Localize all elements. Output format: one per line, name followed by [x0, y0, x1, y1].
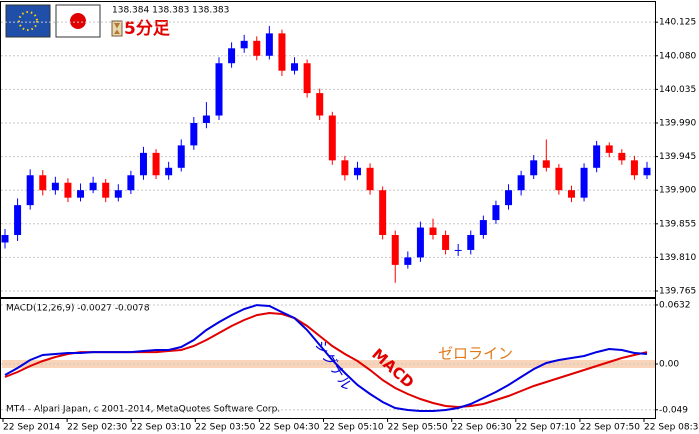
candle-body: [89, 182, 97, 191]
y-tick-label: 139.855: [659, 219, 696, 229]
candle-body: [77, 190, 85, 198]
x-tick-label: 22 Sep 07:50: [580, 423, 640, 433]
y-tick-label: 139.945: [659, 152, 696, 162]
candle-body: [114, 190, 122, 198]
x-tick-label: 22 Sep 05:10: [324, 423, 384, 433]
candle-body: [14, 205, 22, 236]
y-tick-label: 139.810: [659, 253, 696, 263]
x-tick-label: 22 Sep 08:30: [644, 423, 699, 433]
candle-body: [278, 33, 286, 71]
candle-body: [643, 167, 651, 176]
candle-body: [51, 182, 59, 191]
x-tick-label: 22 Sep 07:10: [516, 423, 576, 433]
candle-body: [479, 220, 487, 236]
candle-body: [165, 167, 173, 176]
candle-body: [618, 152, 626, 161]
candle-body: [630, 160, 638, 176]
macd-label: MACD(12,26,9) -0.0027 -0.0078: [6, 304, 150, 314]
candle-body: [542, 160, 550, 168]
candle-body: [202, 115, 210, 123]
candle-body: [177, 145, 185, 168]
y-tick-label: 139.765: [659, 287, 696, 297]
candle-body: [291, 63, 299, 71]
candle-body: [39, 175, 47, 191]
candle-body: [366, 167, 374, 191]
x-tick-label: 22 Sep 03:50: [195, 423, 255, 433]
price-panel-frame: [0, 1, 656, 298]
candle-body: [102, 182, 110, 198]
candle-body: [127, 175, 135, 191]
candle-body: [228, 48, 236, 64]
candle-body: [492, 205, 500, 221]
x-tick-label: 22 Sep 06:30: [452, 423, 512, 433]
y-tick-label: 140.080: [659, 51, 696, 61]
series-line: [4, 304, 648, 412]
x-tick-label: 22 Sep 03:10: [131, 423, 191, 433]
candle-body: [404, 257, 412, 265]
candle-body: [454, 249, 462, 251]
candle-body: [605, 145, 613, 153]
zero-line-band: [2, 360, 655, 368]
candle-body: [64, 182, 72, 198]
candle-body: [139, 152, 147, 176]
copyright: MT4 - Alpari Japan, c 2001-2014, MetaQuo…: [6, 405, 280, 415]
candle-body: [416, 227, 424, 258]
candle-body: [316, 93, 324, 116]
candle-body: [253, 40, 261, 56]
candle-body: [1, 235, 9, 243]
candle-body: [152, 152, 160, 176]
candle-body: [505, 190, 513, 206]
y-tick-label: 0.0632: [659, 300, 691, 310]
candle-body: [215, 63, 223, 116]
candle-body: [530, 160, 538, 176]
candle-body: [467, 235, 475, 250]
y-tick-label: 140.035: [659, 85, 696, 95]
candle-body: [391, 235, 399, 265]
candle-body: [593, 145, 601, 168]
candle-body: [303, 63, 311, 94]
candle-body: [353, 167, 361, 176]
candle-body: [429, 227, 437, 236]
eu-flag: [5, 4, 51, 38]
candle-body: [517, 175, 525, 191]
timeframe-label: 5分足: [124, 19, 170, 39]
candle-body: [265, 33, 273, 56]
macd-panel-frame: [0, 298, 656, 419]
candle-body: [190, 122, 198, 146]
quote: 138.384 138.383 138.383: [112, 6, 229, 16]
x-tick-label: 22 Sep 02:30: [67, 423, 127, 433]
japan-flag: [55, 4, 101, 38]
y-tick-label: 139.900: [659, 186, 696, 196]
candle-body: [442, 235, 450, 250]
hourglass-icon: [111, 20, 123, 37]
candle-body: [240, 40, 248, 49]
candle-body: [567, 190, 575, 198]
y-tick-label: 0.00: [659, 360, 679, 370]
candle-body: [555, 167, 563, 191]
x-tick-label: 22 Sep 2014: [3, 423, 60, 433]
y-tick-label: 140.125: [659, 18, 696, 28]
x-tick-label: 22 Sep 05:50: [388, 423, 448, 433]
candle-body: [580, 167, 588, 198]
y-tick-label: -0.049: [659, 405, 688, 415]
candle-body: [379, 190, 387, 236]
candle-body: [341, 160, 349, 176]
zero-line-label: ゼロライン: [438, 345, 513, 363]
candle-body: [26, 175, 34, 206]
candle-body: [328, 115, 336, 161]
y-tick-label: 139.990: [659, 118, 696, 128]
x-tick-label: 22 Sep 04:30: [259, 423, 319, 433]
